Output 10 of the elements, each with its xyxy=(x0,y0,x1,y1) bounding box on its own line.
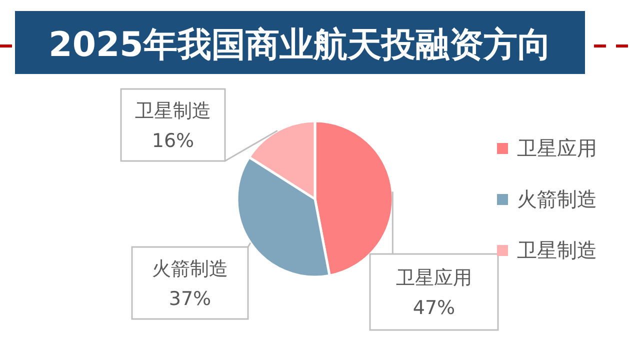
data-label: 47% xyxy=(412,297,456,319)
legend-label: 卫星应用 xyxy=(517,136,597,160)
legend-label: 火箭制造 xyxy=(517,187,597,211)
slice-label: 卫星应用 xyxy=(396,267,472,289)
data-label: 16% xyxy=(152,130,194,152)
chart-title: 2025年我国商业航天投融资方向 xyxy=(48,25,552,65)
data-label: 37% xyxy=(168,288,212,310)
slice-label: 火箭制造 xyxy=(152,258,228,280)
legend-label: 卫星制造 xyxy=(517,238,597,262)
slice-label: 卫星制造 xyxy=(135,100,211,122)
